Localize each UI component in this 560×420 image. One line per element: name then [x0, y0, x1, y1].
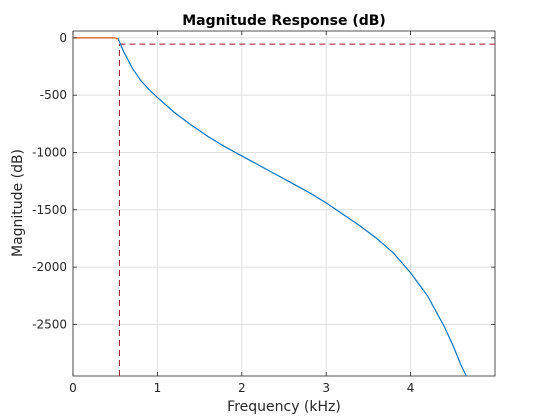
chart-title: Magnitude Response (dB)	[182, 13, 386, 29]
x-tick-label: 4	[407, 381, 415, 395]
y-tick-label: -1000	[32, 145, 67, 159]
y-tick-label: 0	[59, 31, 67, 45]
x-tick-label: 3	[322, 381, 330, 395]
passband-line	[73, 37, 118, 40]
reference-lines	[118, 43, 495, 376]
y-tick-label: -2500	[32, 317, 67, 331]
y-tick-label: -1500	[32, 203, 67, 217]
y-tick-label: -500	[40, 88, 67, 102]
y-axis-label: Magnitude (dB)	[10, 149, 26, 257]
plot-area	[72, 30, 496, 377]
y-tick-label: -2000	[32, 260, 67, 274]
series	[73, 37, 467, 377]
x-tick-label: 2	[238, 381, 246, 395]
grid	[72, 31, 495, 376]
x-axis-label: Frequency (kHz)	[227, 399, 341, 415]
x-tick-label: 1	[154, 381, 162, 395]
ticks: 0 1 2 3 4 0 -500 -1000 -1500 -2000 -2500	[32, 31, 495, 395]
magnitude-response-line	[117, 37, 467, 377]
x-tick-label: 0	[69, 381, 77, 395]
